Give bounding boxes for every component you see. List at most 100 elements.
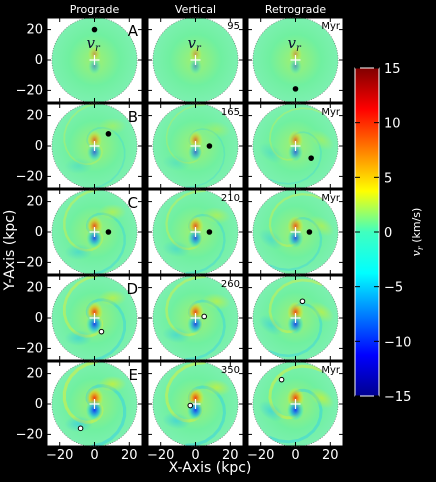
outer-feature — [162, 412, 191, 430]
colorbar-tick-label: −10 — [384, 335, 411, 350]
x-tick-label: −20 — [247, 448, 274, 463]
y-tick-label: 0 — [35, 311, 43, 326]
panel-frame — [247, 103, 344, 189]
time-unit-label: Myr — [321, 107, 341, 118]
outer-feature — [98, 290, 127, 306]
outer-feature — [309, 215, 335, 237]
cold-lobe — [287, 313, 304, 335]
disk-edge — [152, 17, 239, 103]
x-axis-label: X-Axis (kpc) — [169, 460, 252, 476]
cold-lobe — [188, 142, 203, 162]
y-tick-label: 20 — [26, 195, 43, 210]
disk-edge — [152, 361, 239, 447]
column-title-vertical: Vertical — [175, 3, 216, 16]
outer-feature — [64, 330, 93, 346]
perturber-marker — [105, 229, 112, 235]
panel-d-retrograde — [247, 275, 344, 361]
time-label: 210 — [221, 193, 240, 204]
outer-feature — [64, 416, 93, 432]
outer-feature — [162, 326, 191, 344]
outer-feature — [64, 158, 93, 174]
colorbar-tick-label: 15 — [384, 62, 401, 77]
disk-edge — [152, 189, 239, 275]
panel-frame — [46, 103, 143, 189]
row-label-c: C — [128, 194, 138, 212]
y-tick-label: −20 — [16, 341, 43, 356]
perturber-marker — [201, 313, 208, 320]
panel-e-prograde: E — [46, 361, 143, 447]
row-label-e: E — [129, 366, 138, 384]
perturber-marker — [292, 86, 299, 92]
outer-feature — [202, 121, 231, 138]
cold-lobe — [86, 313, 103, 335]
cold-lobe — [287, 228, 304, 248]
y-tick-label: 20 — [26, 281, 43, 296]
panel-frame — [247, 189, 344, 275]
perturber-marker — [98, 328, 105, 335]
perturber-marker — [77, 425, 84, 432]
panel-e-retrograde: Myr — [247, 361, 344, 447]
time-unit-label: Myr — [321, 193, 341, 204]
y-tick-label: 0 — [35, 139, 43, 154]
cold-lobe — [88, 57, 101, 75]
cold-lobe — [187, 313, 204, 335]
disk-edge — [252, 103, 339, 189]
panel-frame — [147, 103, 244, 189]
cold-lobe — [289, 57, 302, 75]
hot-lobe — [289, 45, 302, 63]
time-label: 95 — [227, 21, 240, 32]
disk-edge — [252, 275, 339, 361]
perturber-marker — [187, 402, 194, 409]
column-title-prograde: Prograde — [70, 3, 120, 16]
y-tick-label: 0 — [35, 397, 43, 412]
hot-lobe — [189, 45, 202, 63]
panel-frame — [46, 17, 143, 103]
panel-b-retrograde: Myr — [247, 103, 344, 189]
y-tick-label: 0 — [35, 53, 43, 68]
panel-b-prograde: B — [46, 103, 143, 189]
outer-feature — [258, 228, 284, 250]
colorbar-tick-label: −15 — [384, 390, 411, 405]
perturber-marker — [278, 376, 285, 383]
cold-lobe — [87, 142, 102, 162]
row-label-b: B — [128, 108, 138, 126]
x-tick-label: −20 — [147, 448, 174, 463]
outer-feature — [258, 142, 284, 164]
panel-frame — [147, 275, 244, 361]
y-tick-label: −20 — [16, 427, 43, 442]
x-tick-label: 0 — [291, 448, 299, 463]
time-unit-label: Myr — [321, 365, 341, 376]
disk-edge — [51, 275, 138, 361]
y-tick-label: −20 — [16, 169, 43, 184]
panel-frame — [46, 275, 143, 361]
disk-edge — [252, 17, 339, 103]
outer-feature — [258, 314, 284, 336]
time-label: 165 — [221, 107, 240, 118]
panel-e-vertical: 350 — [147, 361, 244, 447]
panel-frame — [46, 189, 143, 275]
panel-c-retrograde: Myr — [247, 189, 344, 275]
perturber-marker — [206, 229, 213, 235]
disk-edge — [51, 189, 138, 275]
outer-feature — [202, 293, 231, 310]
x-tick-label: 20 — [222, 448, 239, 463]
disk-edge — [51, 361, 138, 447]
outer-feature — [98, 204, 127, 220]
outer-feature — [202, 379, 231, 396]
cold-lobe — [286, 399, 305, 421]
disk-edge — [51, 103, 138, 189]
perturber-marker — [105, 131, 112, 137]
panel-frame — [147, 17, 244, 103]
perturber-marker — [299, 298, 306, 305]
x-tick-label: 20 — [322, 448, 339, 463]
x-tick-label: 0 — [191, 448, 199, 463]
perturber-marker — [91, 26, 98, 33]
outer-feature — [64, 244, 93, 260]
cold-lobe — [85, 399, 104, 421]
panel-frame — [46, 361, 143, 447]
perturber-marker — [206, 143, 213, 149]
